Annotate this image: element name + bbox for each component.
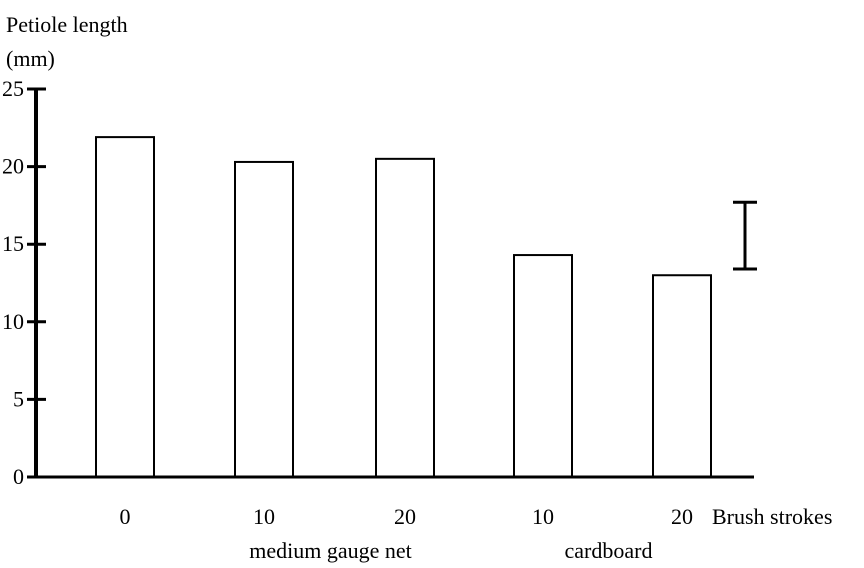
group-label-cardboard: cardboard <box>565 538 653 563</box>
y-tick-label-20: 20 <box>2 154 24 179</box>
y-tick-label-0: 0 <box>13 464 24 489</box>
y-tick-label-25: 25 <box>2 76 24 101</box>
x-axis-title: Brush strokes <box>712 504 832 529</box>
bar-2 <box>375 157 435 478</box>
bar-4 <box>652 274 712 478</box>
y-tick-label-5: 5 <box>13 386 24 411</box>
x-tick-label-group: 0 10 20 10 20 <box>120 504 694 529</box>
group-label-medium-gauge-net: medium gauge net <box>249 538 412 563</box>
error-bar <box>733 200 757 271</box>
bar-0 <box>95 136 155 478</box>
y-axis-title-line2: (mm) <box>6 46 55 71</box>
y-tick-label-15: 15 <box>2 231 24 256</box>
y-axis-title-line1: Petiole length <box>6 12 128 37</box>
x-tick-label-2: 20 <box>394 504 416 529</box>
y-tick-group <box>27 87 46 479</box>
y-tick-label-group: 0 5 10 15 20 25 <box>2 76 24 489</box>
x-tick-label-0: 0 <box>120 504 131 529</box>
x-tick-label-4: 20 <box>671 504 693 529</box>
bar-group <box>95 136 712 478</box>
x-tick-label-1: 10 <box>253 504 275 529</box>
x-tick-label-3: 10 <box>532 504 554 529</box>
bar-1 <box>234 160 294 478</box>
y-tick-label-10: 10 <box>2 309 24 334</box>
bar-3 <box>513 254 573 478</box>
